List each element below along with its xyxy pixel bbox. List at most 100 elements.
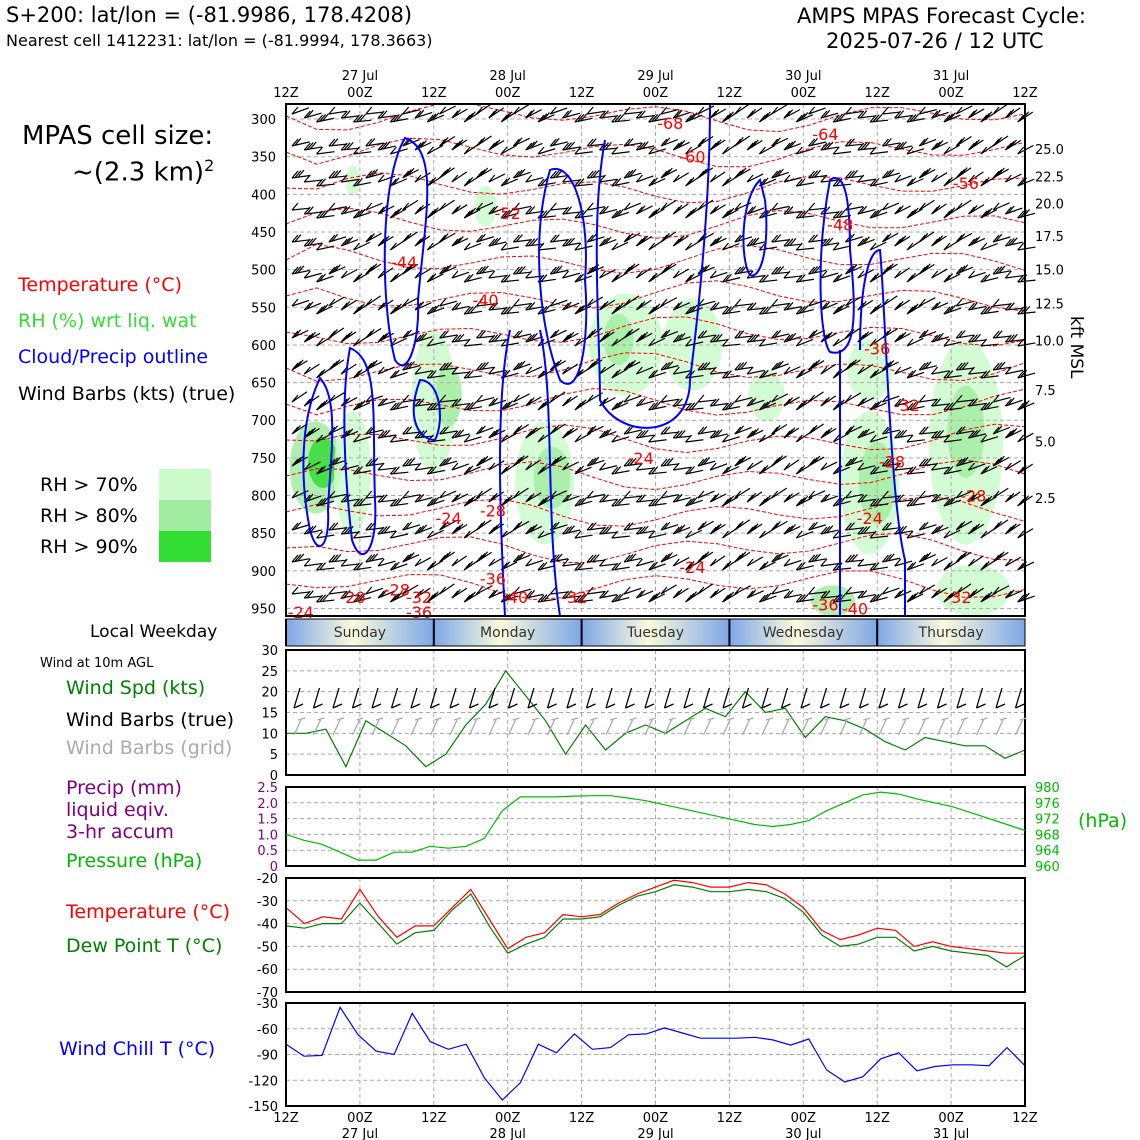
wind-barb-flag [857,270,865,279]
wind-barb-flag [795,338,803,347]
wind-barb-flag [968,270,975,279]
wind-barb-flag [525,398,533,407]
wind-barb-flag [690,304,698,313]
wind-barb-flag [490,108,498,117]
wind-barb [906,148,925,155]
wind-barb-flag [611,274,619,283]
wind-barb [1017,246,1036,251]
wind-barb-true-flag [898,703,908,709]
wind-barb-flag [503,464,511,473]
wind-barb [734,103,751,115]
wind-barb-flag [715,236,723,244]
wind-barb-flag [810,329,818,338]
wind-barb-grid [663,719,673,736]
wind-barb-flag [586,298,594,307]
wind-barb [783,427,800,439]
pressure-tick-label: 850 [251,527,276,542]
wind-barb-flag [432,496,440,505]
wind-barb-flag [911,303,919,312]
wind-barb-flag [605,141,612,150]
pressure-label: Pressure (hPa) [66,850,203,872]
wind-barb-flag [518,360,526,369]
wind-barb-flag [614,209,622,218]
wind-barb-flag [931,526,939,535]
wind-barb-flag [463,370,471,379]
wind-barb-flag [353,370,360,379]
wind-barb-flag [395,207,403,216]
wind-barb-flag [786,109,794,117]
wind-barb-flag [322,593,330,602]
wind-barb [820,563,839,567]
wind-barb-flag [795,306,803,315]
wind-barb-flag [635,398,643,407]
wind-barb [931,111,949,119]
wind-barb-flag [328,298,336,307]
wind-barb-flag [356,498,363,507]
wind-barb-flag [869,210,877,219]
wind-barb-flag [493,139,501,148]
wind-barb [808,107,826,115]
wind-barb-flag [392,114,400,122]
wind-barb-flag [688,465,695,474]
temperature-contour-label: -48 [827,215,853,234]
wind-barb-flag [687,176,695,185]
wind-barb-flag [466,497,474,505]
wind-barb-flag [316,402,324,411]
wind-barb [648,337,666,347]
wind-barb [550,174,569,179]
top-date-label: 27 Jul [342,69,378,84]
wind-barb-flag [660,170,668,179]
wind-barb-true [410,687,418,709]
wind-barb [919,398,938,403]
wind-barb-flag [623,362,631,371]
wind-barb-flag [823,525,831,534]
wind-barb-flag [918,170,926,179]
wind-barb-flag [795,242,803,251]
wind-barb-flag [997,167,1005,176]
wind-barb-flag [356,562,363,570]
wind-barb-flag [537,178,545,187]
wind-barb-flag [734,234,742,243]
wind-barb-flag [875,208,883,217]
wind-barb-flag [875,114,883,122]
wind-barb-grid [585,719,595,736]
bottom-time-label: 00Z [347,1111,373,1126]
wind-barb-flag [540,274,548,282]
wind-barb-flag [980,114,988,123]
wind-barb-flag [980,402,988,411]
wind-barb-flag [549,586,557,595]
wind-barb-flag [660,298,668,307]
temperature-contour-label: -20 [339,588,365,607]
wind-barb-flag [663,137,671,146]
wind-barb-flag [543,209,551,218]
wind-barb-flag [931,462,939,471]
wind-barb-flag [343,300,351,309]
wind-barb-flag [294,424,301,433]
wind-barb-flag [786,302,794,310]
cloud-outline [302,376,334,547]
wind-barb [476,202,494,211]
wind-barb-flag [568,237,575,246]
wind-barb-true-flag [449,703,460,709]
wind-barb-flag [481,455,489,464]
wind-barb-flag [712,237,720,246]
wind-barb-flag [722,210,729,219]
pressure-tick-label: 500 [251,264,276,279]
wind-barb-flag [808,266,816,275]
wind-barb-flag [909,466,917,475]
wind-barb-flag [613,304,621,313]
wind-barb-flag [488,590,496,599]
wind-barb-flag [543,593,551,602]
wind-barb-grid [800,719,809,736]
wind-barb [402,398,421,403]
wind-barb-flag [918,202,926,211]
wind-barb-flag [614,178,622,186]
wind-barb-flag [611,498,619,507]
wind-barb-true [839,687,847,709]
wind-barb-flag [722,146,729,155]
wind-barb-true-flag [566,703,577,709]
wind-barb [833,151,852,155]
wind-barb-flag [943,370,951,379]
cloud-outline [538,167,588,385]
wind-barb [488,460,505,471]
